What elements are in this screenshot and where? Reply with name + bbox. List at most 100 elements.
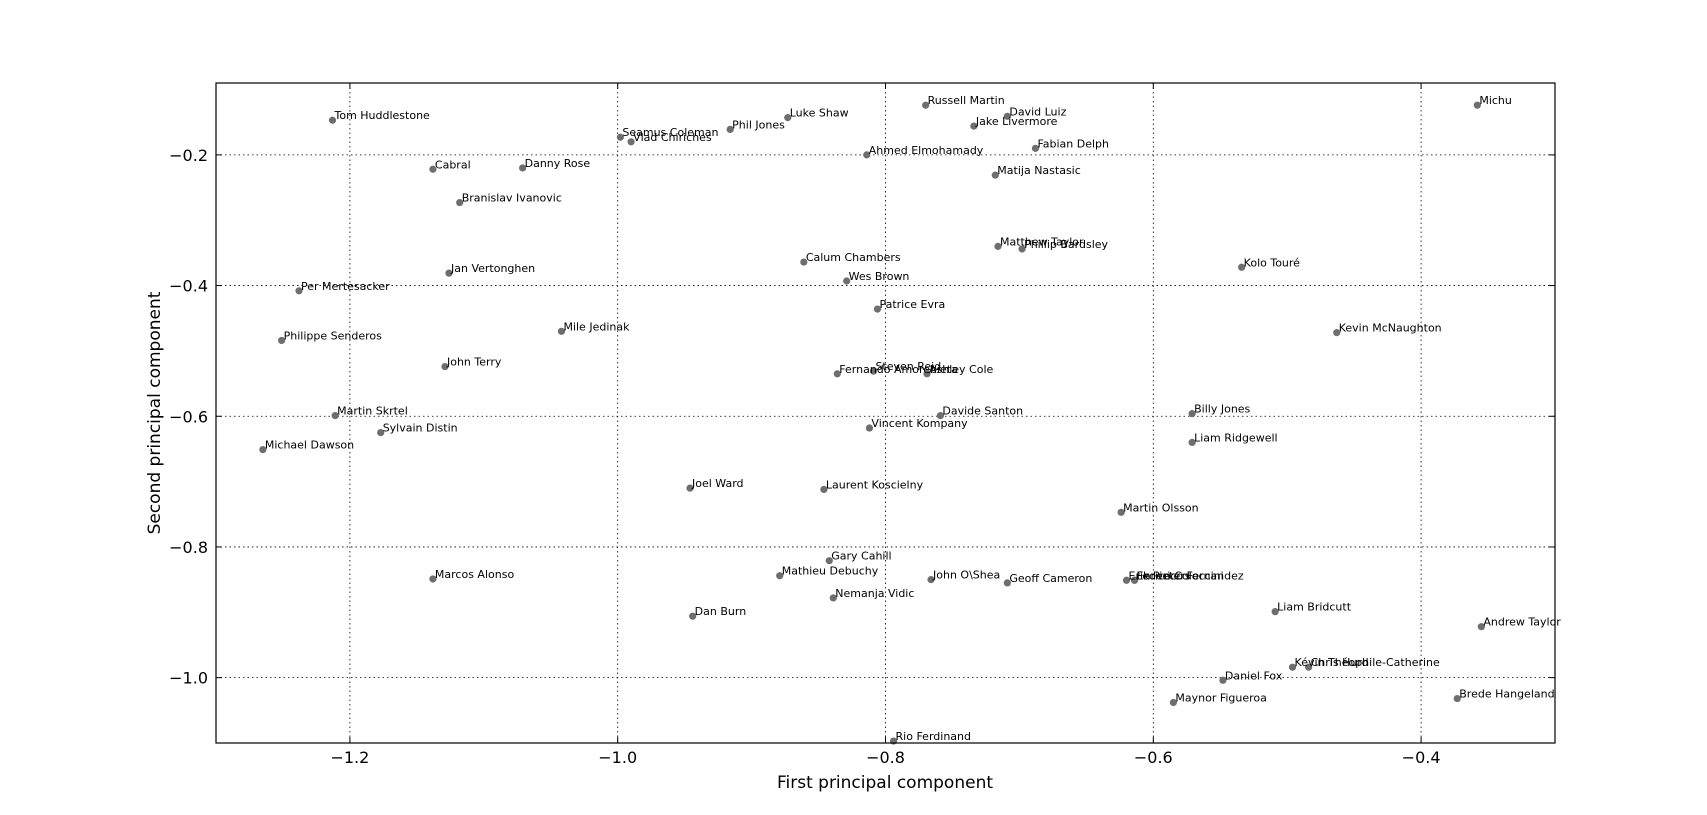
data-point — [829, 594, 837, 602]
data-point-label: Calum Chambers — [806, 251, 901, 264]
data-point — [1169, 698, 1177, 707]
y-tick-label: −0.4 — [169, 277, 208, 296]
data-point — [1271, 608, 1279, 616]
data-point-label: Erik Pieters — [1129, 569, 1191, 582]
data-point-label: Patrice Evra — [879, 298, 945, 311]
data-point-label: Ashley Cole — [929, 363, 994, 376]
data-point — [1117, 508, 1125, 516]
data-point — [1018, 245, 1026, 253]
data-point-label: Matthew Taylor — [1000, 235, 1084, 248]
x-tick-label: −0.8 — [866, 748, 905, 767]
data-point-label: Joel Ward — [691, 477, 744, 490]
data-point — [991, 171, 999, 179]
data-point-label: Rio Ferdinand — [896, 730, 971, 743]
data-point — [800, 258, 808, 266]
data-point — [278, 336, 286, 345]
y-axis-label: Second principal component — [145, 291, 165, 534]
data-point — [686, 484, 694, 492]
data-point — [1122, 576, 1131, 584]
data-point-label: Branislav Ivanovic — [462, 192, 562, 205]
data-point — [616, 133, 624, 141]
data-point — [295, 287, 303, 295]
data-point — [1473, 101, 1481, 109]
data-point-label: Martin Olsson — [1123, 501, 1198, 514]
data-point-label: Wes Brown — [849, 270, 910, 283]
data-point-label: Per Mertesacker — [301, 280, 390, 293]
data-point-label: Davide Santon — [942, 405, 1023, 418]
data-point-label: Gary Cahill — [831, 550, 891, 563]
y-tick-label: −0.6 — [169, 407, 208, 426]
data-point-label: Daniel Fox — [1225, 669, 1283, 682]
data-point-label: Sylvain Distin — [383, 422, 458, 435]
data-point — [1288, 663, 1297, 671]
data-point — [869, 367, 878, 375]
data-point — [1219, 676, 1227, 684]
data-point-label: Fabian Delph — [1037, 137, 1109, 150]
x-axis-label: First principal component — [777, 773, 993, 793]
y-tick-label: −1.0 — [169, 669, 208, 688]
data-point — [331, 412, 339, 420]
data-point — [1477, 623, 1485, 631]
data-point — [865, 424, 874, 432]
data-point-label: Laurent Koscielny — [826, 478, 924, 491]
data-point — [1130, 576, 1139, 584]
data-point — [833, 370, 841, 378]
data-point — [922, 101, 930, 109]
data-point-label: Enrico Coloccini — [1137, 569, 1224, 582]
data-point-label: Nemanja Vidic — [835, 587, 914, 600]
data-point — [927, 576, 935, 584]
data-point-label: Maynor Figueroa — [1175, 691, 1267, 704]
data-point — [441, 363, 449, 371]
data-point — [259, 445, 267, 454]
data-point-label: Jan Vertonghen — [450, 262, 535, 275]
data-point-label: Ahmed Elmohamady — [869, 144, 984, 157]
axis-ticks: −1.2 −1.0 −0.8 −0.6 −0.4 −0.2 −0.4 −0.6 −0.8 −1.0 — [169, 83, 1555, 767]
data-point — [1188, 438, 1196, 447]
data-point-label: Mathieu Debuchy — [782, 565, 879, 578]
data-point — [429, 165, 437, 173]
data-point-label: Philippe Senderos — [284, 329, 382, 342]
data-point-label: David Luiz — [1009, 105, 1066, 118]
data-point-label: Seamus Coleman — [622, 126, 718, 139]
data-point — [863, 151, 871, 159]
data-point-label: Marcos Alonso — [435, 568, 515, 581]
data-point-label: Phil Jones — [732, 118, 785, 131]
data-point-label: Danny Rose — [525, 157, 591, 170]
data-point-label: Fernando Amorebieta — [839, 363, 958, 376]
data-point-label: Brede Hangeland — [1459, 688, 1554, 701]
data-point — [1003, 112, 1011, 120]
data-point — [445, 269, 453, 277]
data-point — [1333, 329, 1341, 337]
data-point — [820, 485, 828, 494]
data-point-label: Federico Fernandez — [1137, 569, 1244, 582]
y-tick-label: −0.2 — [169, 146, 208, 165]
data-point-label: Billy Jones — [1194, 403, 1250, 416]
data-point-label: Martin Skrtel — [337, 405, 408, 418]
data-point-label: Chris Hurd — [1311, 656, 1369, 669]
point-labels: Tom Huddlestone Luke Shaw Russell Martin Da… — [265, 94, 1561, 743]
data-point-label: Phillip Bardsley — [1024, 238, 1108, 251]
data-point — [377, 429, 385, 437]
data-point-label: Luke Shaw — [790, 107, 849, 120]
data-point — [923, 370, 931, 378]
data-point — [784, 114, 792, 122]
data-point-label: Michael Dawson — [265, 439, 354, 452]
data-point — [328, 116, 337, 124]
data-point-label: Tom Huddlestone — [333, 109, 430, 122]
data-point — [994, 242, 1002, 250]
data-point — [1031, 144, 1040, 152]
data-point — [1305, 663, 1313, 671]
data-point-label: Russell Martin — [928, 94, 1005, 107]
data-point-label: Kévin Théophile-Catherine — [1295, 656, 1440, 669]
data-point — [557, 327, 566, 335]
data-point — [970, 122, 978, 130]
data-point-label: Andrew Taylor — [1483, 616, 1561, 629]
data-point-label: Liam Bridcutt — [1277, 601, 1352, 614]
grid-lines — [216, 83, 1555, 743]
data-point-label: Michu — [1479, 94, 1512, 107]
data-point — [1003, 579, 1011, 587]
data-point — [843, 277, 851, 285]
data-point-label: Jake Livermore — [975, 115, 1058, 128]
data-point — [456, 198, 464, 207]
